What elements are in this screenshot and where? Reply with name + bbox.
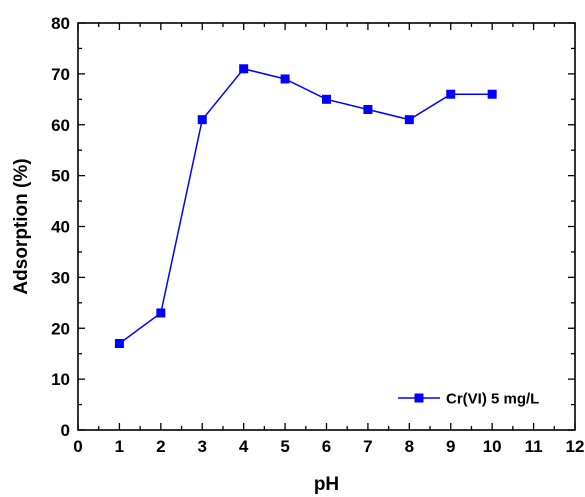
legend-marker: [414, 393, 424, 403]
x-tick-label: 3: [198, 437, 207, 456]
x-tick-label: 2: [156, 437, 165, 456]
data-point-marker: [404, 115, 414, 125]
data-point-marker: [239, 64, 249, 74]
y-tick-label: 60: [51, 116, 70, 135]
x-axis-title: pH: [314, 474, 339, 495]
plot-border: [77, 22, 576, 431]
data-point-marker: [446, 89, 456, 99]
data-point-marker: [322, 94, 331, 104]
data-point-marker: [197, 115, 207, 125]
y-tick-label: 30: [51, 268, 70, 287]
y-tick-label: 40: [51, 218, 70, 237]
y-tick-label: 70: [51, 65, 70, 84]
y-axis-title: Adsorption (%): [11, 158, 32, 294]
x-tick-label: 12: [566, 437, 585, 456]
series-line: [118, 67, 493, 345]
y-tick-label: 20: [51, 319, 70, 338]
x-tick-label: 4: [239, 437, 249, 456]
data-point-marker: [156, 308, 166, 318]
x-tick-label: 5: [280, 437, 289, 456]
y-tick-label: 10: [51, 370, 70, 389]
plot-frame: [77, 22, 576, 431]
x-axis-ticks: 0 1 2 3 4 5 6 7 8 9 10 11 12: [73, 23, 584, 456]
x-tick-label: 9: [446, 437, 455, 456]
y-tick-label: 80: [51, 14, 70, 33]
x-tick-label: 0: [73, 437, 82, 456]
x-tick-label: 1: [115, 437, 124, 456]
data-point-marker: [114, 339, 124, 349]
x-tick-label: 10: [483, 437, 502, 456]
y-axis-ticks: 0 10 20 30 40 50 60 70 80: [51, 14, 575, 440]
x-tick-label: 11: [525, 437, 543, 456]
series-layer: [114, 64, 497, 349]
data-point-marker: [363, 104, 373, 114]
x-tick-label: 8: [405, 437, 414, 456]
x-tick-label: 6: [322, 437, 331, 456]
data-point-marker: [487, 89, 497, 99]
x-tick-label: 7: [363, 437, 372, 456]
y-tick-label: 0: [61, 421, 70, 440]
data-point-marker: [280, 74, 290, 84]
legend: Cr(VI) 5 mg/L: [398, 391, 539, 408]
y-tick-label: 50: [51, 167, 70, 186]
legend-label: Cr(VI) 5 mg/L: [446, 391, 539, 408]
